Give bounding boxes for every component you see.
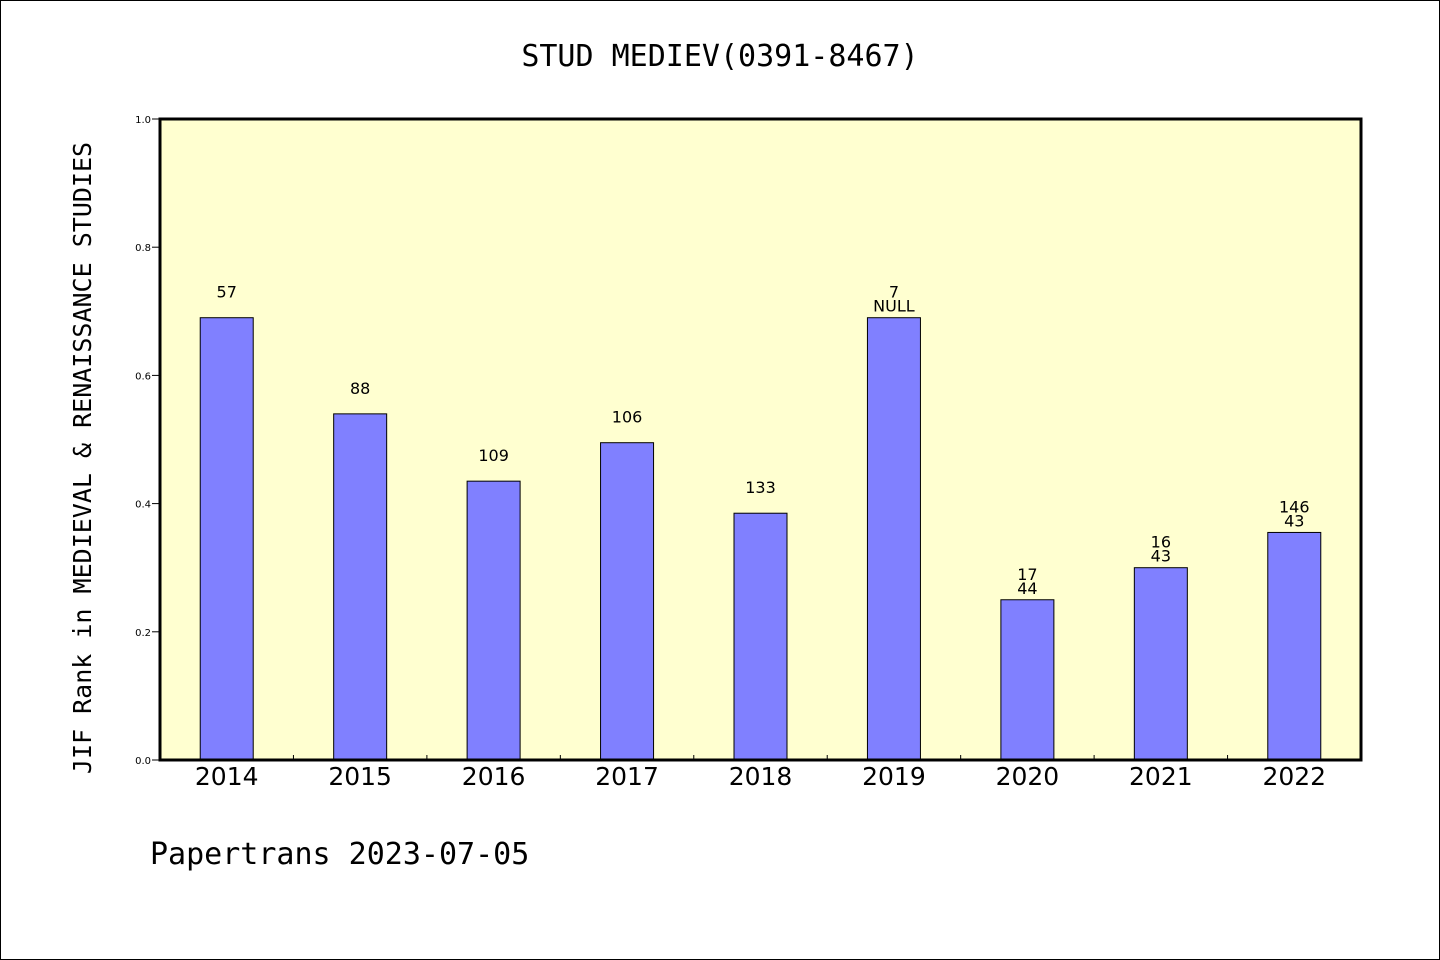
- bar: [733, 512, 788, 761]
- x-tick-label: 2020: [996, 762, 1060, 791]
- y-tick-label: 0.4: [135, 500, 151, 511]
- x-tick-label: 2018: [729, 762, 793, 791]
- x-tick-label: 2015: [328, 762, 392, 791]
- bar: [466, 480, 521, 761]
- bar: [600, 442, 655, 761]
- data-label: 16: [1151, 533, 1171, 552]
- bar: [866, 317, 921, 761]
- x-tick-label: 2017: [595, 762, 659, 791]
- footer-text: Papertrans 2023-07-05: [150, 837, 529, 872]
- data-label-secondary: 44: [1017, 579, 1037, 598]
- chart-marks: 0.0 0.2 0.4 0.6 0.8 1.0 2014 57 2015 88 2016 109 201…: [135, 115, 1363, 791]
- x-tick-label: 2016: [462, 762, 526, 791]
- data-label: 17: [1017, 565, 1037, 584]
- data-label: 57: [217, 283, 237, 302]
- data-label: 88: [350, 379, 370, 398]
- data-label: 146: [1279, 497, 1310, 516]
- y-tick-label: 0.0: [135, 756, 151, 767]
- bar: [1000, 599, 1055, 761]
- x-tick-label: 2021: [1129, 762, 1193, 791]
- y-tick-label: 1.0: [135, 115, 151, 126]
- bar: [333, 413, 388, 761]
- bar: [199, 317, 254, 761]
- y-tick-label: 0.8: [135, 243, 151, 254]
- data-label-secondary: 43: [1151, 547, 1171, 566]
- data-label: 109: [478, 446, 509, 465]
- y-tick-label: 0.6: [135, 371, 151, 382]
- plot-border: [158, 117, 1363, 762]
- data-label: 7: [889, 283, 899, 302]
- y-axis-label: JIF Rank in MEDIEVAL & RENAISSANCE STUDI…: [68, 142, 97, 774]
- x-tick-label: 2022: [1262, 762, 1326, 791]
- bar: [1133, 567, 1188, 761]
- data-label: 106: [612, 408, 643, 427]
- data-label: 133: [745, 478, 776, 497]
- y-tick-label: 0.2: [135, 628, 151, 639]
- data-label-secondary: NULL: [873, 297, 915, 316]
- chart-title: STUD MEDIEV(0391-8467): [521, 39, 918, 74]
- bar: [1267, 531, 1322, 761]
- data-label-secondary: 43: [1284, 511, 1304, 530]
- x-tick-label: 2019: [862, 762, 926, 791]
- x-tick-label: 2014: [195, 762, 259, 791]
